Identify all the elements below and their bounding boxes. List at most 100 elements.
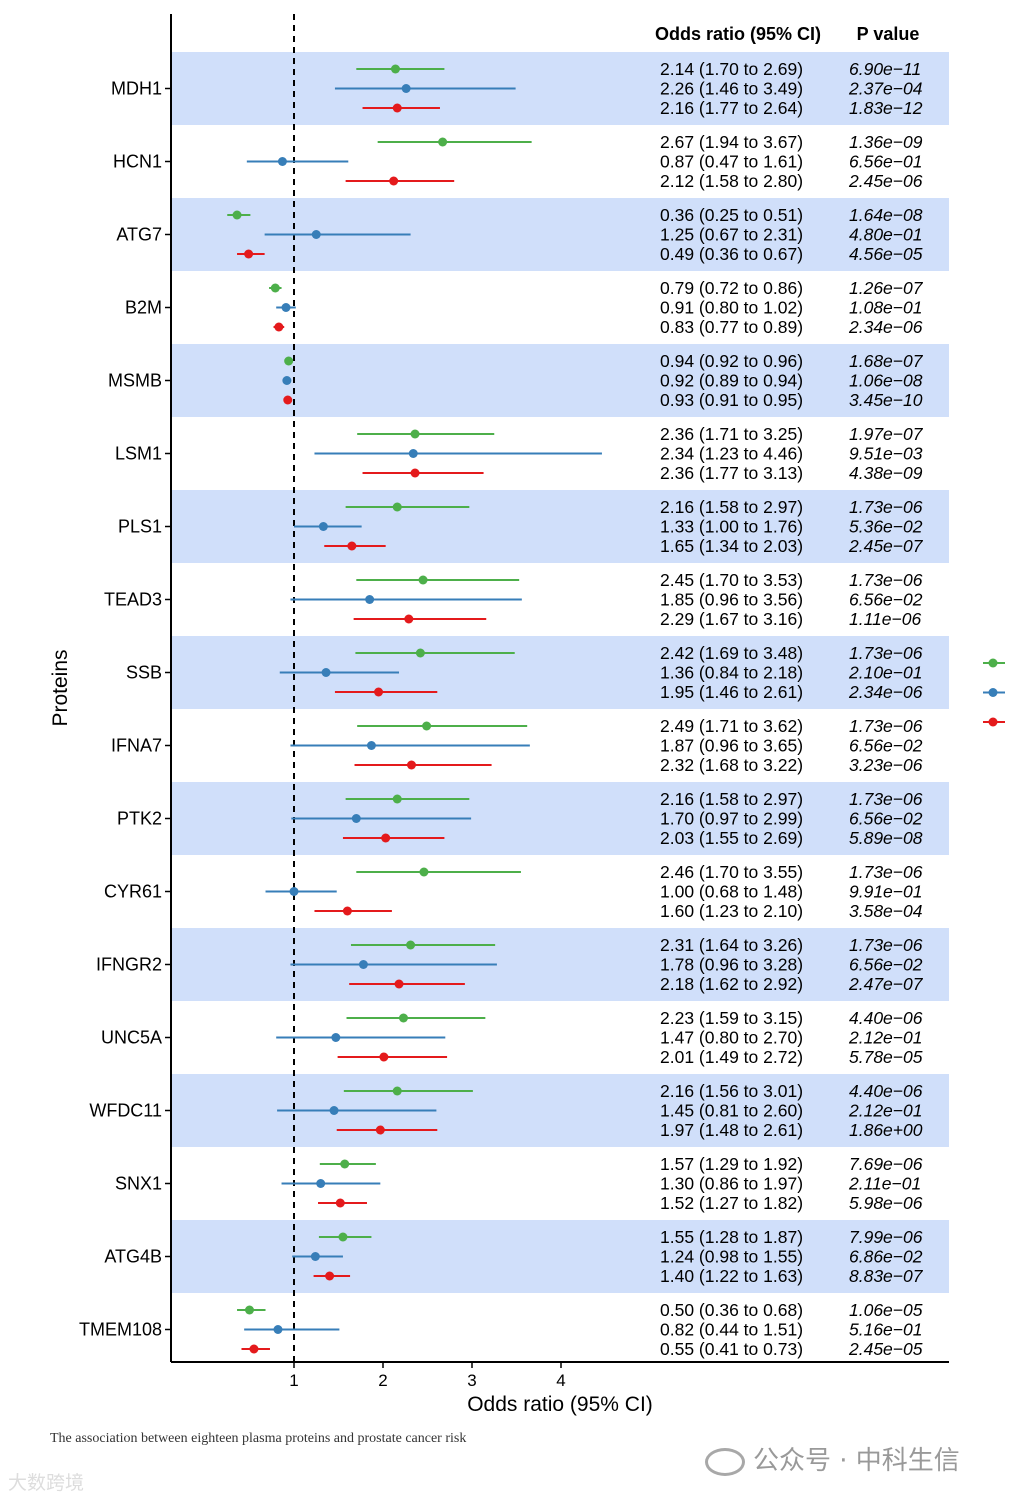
p-value-text: 6.56e−02 bbox=[849, 955, 923, 975]
or-ci-text: 0.94 (0.92 to 0.96) bbox=[660, 351, 803, 371]
p-value-text: 5.89e−08 bbox=[849, 828, 923, 848]
p-value-text: 4.80e−01 bbox=[849, 225, 922, 245]
header-odds-ratio: Odds ratio (95% CI) bbox=[655, 24, 821, 44]
x-tick-label: 3 bbox=[467, 1371, 476, 1390]
protein-label: CYR61 bbox=[104, 882, 162, 902]
or-point bbox=[273, 1325, 283, 1334]
or-ci-text: 1.00 (0.68 to 1.48) bbox=[660, 882, 803, 902]
or-point bbox=[401, 84, 411, 93]
or-point bbox=[321, 668, 331, 677]
or-ci-text: 2.23 (1.59 to 3.15) bbox=[660, 1008, 803, 1028]
p-value-text: 2.10e−01 bbox=[848, 663, 922, 683]
or-point bbox=[316, 1179, 326, 1188]
p-value-text: 3.45e−10 bbox=[849, 390, 923, 410]
header-p-value: P value bbox=[857, 24, 920, 44]
p-value-text: 2.47e−07 bbox=[848, 974, 924, 994]
or-point bbox=[410, 468, 420, 478]
p-value-text: 1.68e−07 bbox=[849, 351, 924, 371]
or-ci-text: 0.93 (0.91 to 0.95) bbox=[660, 390, 803, 410]
p-value-text: 1.06e−05 bbox=[849, 1300, 923, 1320]
protein-label: IFNA7 bbox=[111, 736, 162, 756]
p-value-text: 4.56e−05 bbox=[849, 244, 923, 264]
or-point bbox=[419, 867, 429, 877]
or-ci-text: 2.16 (1.56 to 3.01) bbox=[660, 1081, 803, 1101]
wechat-icon bbox=[705, 1447, 745, 1476]
or-point bbox=[325, 1271, 335, 1281]
p-value-text: 1.73e−06 bbox=[849, 935, 923, 955]
or-ci-text: 1.30 (0.86 to 1.97) bbox=[660, 1174, 803, 1194]
watermark-right: 公众号 · 中科生信 bbox=[705, 1440, 960, 1477]
data-marks bbox=[227, 64, 1005, 1354]
or-ci-text: 1.52 (1.27 to 1.82) bbox=[660, 1193, 803, 1213]
or-ci-text: 2.16 (1.77 to 2.64) bbox=[660, 98, 803, 118]
or-point bbox=[375, 1125, 385, 1135]
or-point bbox=[270, 283, 280, 293]
p-value-text: 1.73e−06 bbox=[849, 789, 923, 809]
or-point bbox=[365, 595, 375, 604]
row-band bbox=[171, 344, 949, 417]
protein-label: TEAD3 bbox=[104, 590, 162, 610]
axes bbox=[165, 14, 949, 1368]
protein-label: MDH1 bbox=[111, 79, 162, 99]
p-value-text: 6.90e−11 bbox=[849, 59, 921, 79]
or-point bbox=[389, 176, 399, 186]
or-ci-text: 1.65 (1.34 to 2.03) bbox=[660, 536, 803, 556]
or-ci-text: 0.87 (0.47 to 1.61) bbox=[660, 152, 803, 172]
p-value-text: 2.37e−04 bbox=[848, 79, 923, 99]
or-point bbox=[358, 960, 368, 969]
or-point bbox=[342, 906, 352, 916]
or-point bbox=[410, 429, 420, 439]
or-point bbox=[374, 687, 384, 697]
or-ci-text: 0.79 (0.72 to 0.86) bbox=[660, 278, 803, 298]
p-value-text: 1.73e−06 bbox=[849, 570, 923, 590]
or-ci-text: 0.49 (0.36 to 0.67) bbox=[660, 244, 803, 264]
or-point bbox=[406, 760, 416, 770]
or-point bbox=[282, 376, 292, 385]
p-value-text: 1.06e−08 bbox=[849, 371, 923, 391]
row-band bbox=[171, 1220, 949, 1293]
p-value-text: 1.64e−08 bbox=[849, 205, 923, 225]
or-ci-text: 0.91 (0.80 to 1.02) bbox=[660, 298, 803, 318]
or-ci-text: 0.55 (0.41 to 0.73) bbox=[660, 1339, 803, 1359]
or-ci-text: 1.78 (0.96 to 3.28) bbox=[660, 955, 803, 975]
watermark-right-text: 公众号 · 中科生信 bbox=[753, 1446, 960, 1476]
text-labels: Odds ratio (95% CI) P value MDH1 2.14 (1.70… bbox=[49, 24, 924, 1416]
or-point bbox=[232, 210, 242, 220]
or-point bbox=[398, 1013, 408, 1023]
or-ci-text: 1.97 (1.48 to 2.61) bbox=[660, 1120, 803, 1140]
or-ci-text: 1.47 (0.80 to 2.70) bbox=[660, 1028, 803, 1048]
or-point bbox=[392, 794, 402, 804]
or-point bbox=[351, 814, 361, 823]
x-axis-title: Odds ratio (95% CI) bbox=[467, 1393, 653, 1416]
or-ci-text: 2.16 (1.58 to 2.97) bbox=[660, 497, 803, 517]
or-ci-text: 1.70 (0.97 to 2.99) bbox=[660, 809, 803, 829]
or-point bbox=[244, 249, 254, 259]
p-value-text: 1.08e−01 bbox=[849, 298, 922, 318]
p-value-text: 6.86e−02 bbox=[849, 1247, 923, 1267]
or-ci-text: 2.14 (1.70 to 2.69) bbox=[660, 59, 803, 79]
p-value-text: 3.58e−04 bbox=[849, 901, 923, 921]
or-point bbox=[347, 541, 357, 551]
or-ci-text: 2.01 (1.49 to 2.72) bbox=[660, 1047, 803, 1067]
protein-label: ATG7 bbox=[116, 225, 162, 245]
or-ci-text: 1.45 (0.81 to 2.60) bbox=[660, 1101, 803, 1121]
or-point bbox=[392, 103, 402, 113]
or-ci-text: 2.31 (1.64 to 3.26) bbox=[660, 935, 803, 955]
x-tick-label: 4 bbox=[556, 1371, 565, 1390]
or-point bbox=[366, 741, 376, 750]
p-value-text: 1.73e−06 bbox=[849, 497, 923, 517]
or-point bbox=[281, 303, 291, 312]
legend-key-point bbox=[988, 658, 998, 668]
p-value-text: 1.26e−07 bbox=[849, 278, 924, 298]
figure-caption: The association between eighteen plasma … bbox=[50, 1431, 467, 1446]
p-value-text: 5.78e−05 bbox=[849, 1047, 923, 1067]
or-ci-text: 2.16 (1.58 to 2.97) bbox=[660, 789, 803, 809]
p-value-text: 7.99e−06 bbox=[849, 1227, 923, 1247]
or-point bbox=[329, 1106, 339, 1115]
or-ci-text: 1.36 (0.84 to 2.18) bbox=[660, 663, 803, 683]
protein-label: LSM1 bbox=[115, 444, 162, 464]
or-ci-text: 2.42 (1.69 to 3.48) bbox=[660, 643, 803, 663]
p-value-text: 6.56e−02 bbox=[849, 736, 923, 756]
or-point bbox=[392, 502, 402, 512]
p-value-text: 4.40e−06 bbox=[849, 1008, 923, 1028]
